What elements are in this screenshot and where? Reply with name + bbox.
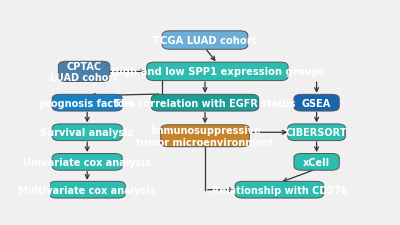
Text: High and low SPP1 expression groups: High and low SPP1 expression groups	[110, 67, 324, 77]
Text: The correlation with EGFR status: The correlation with EGFR status	[114, 98, 296, 108]
Text: xCell: xCell	[303, 157, 330, 167]
FancyBboxPatch shape	[52, 154, 122, 171]
FancyBboxPatch shape	[147, 63, 288, 81]
Text: Relationship with CD276: Relationship with CD276	[212, 185, 347, 195]
FancyBboxPatch shape	[294, 95, 339, 112]
FancyBboxPatch shape	[288, 124, 346, 141]
Text: Immunosuppressive
tumor microenvironment: Immunosuppressive tumor microenvironment	[136, 125, 274, 147]
Text: CPTAC
LUAD cohort: CPTAC LUAD cohort	[50, 61, 118, 83]
FancyBboxPatch shape	[52, 95, 122, 112]
FancyBboxPatch shape	[151, 95, 259, 112]
Text: GSEA: GSEA	[302, 98, 331, 108]
FancyBboxPatch shape	[52, 124, 122, 141]
FancyBboxPatch shape	[161, 125, 249, 147]
Text: Survival analysis: Survival analysis	[40, 128, 134, 138]
FancyBboxPatch shape	[235, 182, 324, 198]
Text: TCGA LUAD cohort: TCGA LUAD cohort	[153, 36, 257, 46]
Text: CIBERSORT: CIBERSORT	[286, 128, 347, 138]
Text: prognosis factors: prognosis factors	[39, 98, 135, 108]
FancyBboxPatch shape	[294, 154, 339, 171]
FancyBboxPatch shape	[49, 182, 125, 198]
Text: Multivariate cox analysis: Multivariate cox analysis	[18, 185, 156, 195]
FancyBboxPatch shape	[58, 62, 110, 82]
Text: Univariate cox analysis: Univariate cox analysis	[23, 157, 151, 167]
FancyBboxPatch shape	[162, 32, 248, 50]
